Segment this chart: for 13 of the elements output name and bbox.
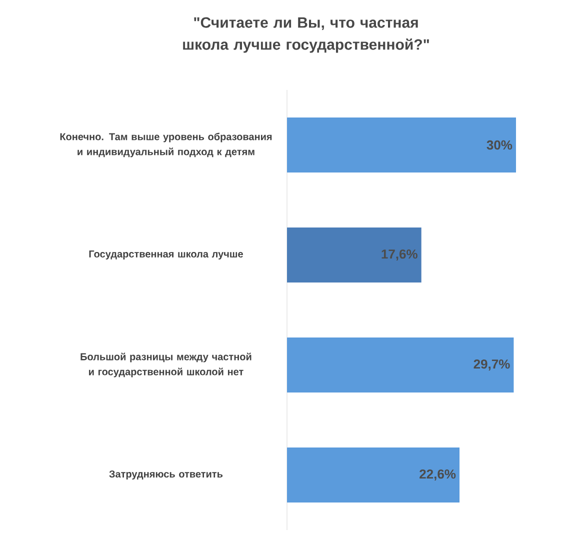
data-label: 29,7% [474, 359, 510, 371]
chart-title: "Считаете ли Вы, что частная школа лучше государственной?" [183, 17, 429, 53]
data-label: 17,6% [382, 249, 418, 261]
y-tick-label: Государственная школа лучше [89, 250, 243, 260]
bar [287, 118, 516, 173]
data-label: 22,6% [420, 469, 456, 481]
bar [287, 228, 422, 283]
data-label: 30% [486, 140, 512, 150]
bar [287, 448, 460, 503]
bar [287, 338, 514, 393]
y-tick-label: Затрудняюсь ответить [109, 470, 223, 480]
y-tick-label: Конечно. Там выше уровень образования и индивидуальный подход к детям [60, 132, 272, 158]
y-tick-label: Большой разницы между частной и государственной школой нет [80, 352, 252, 378]
